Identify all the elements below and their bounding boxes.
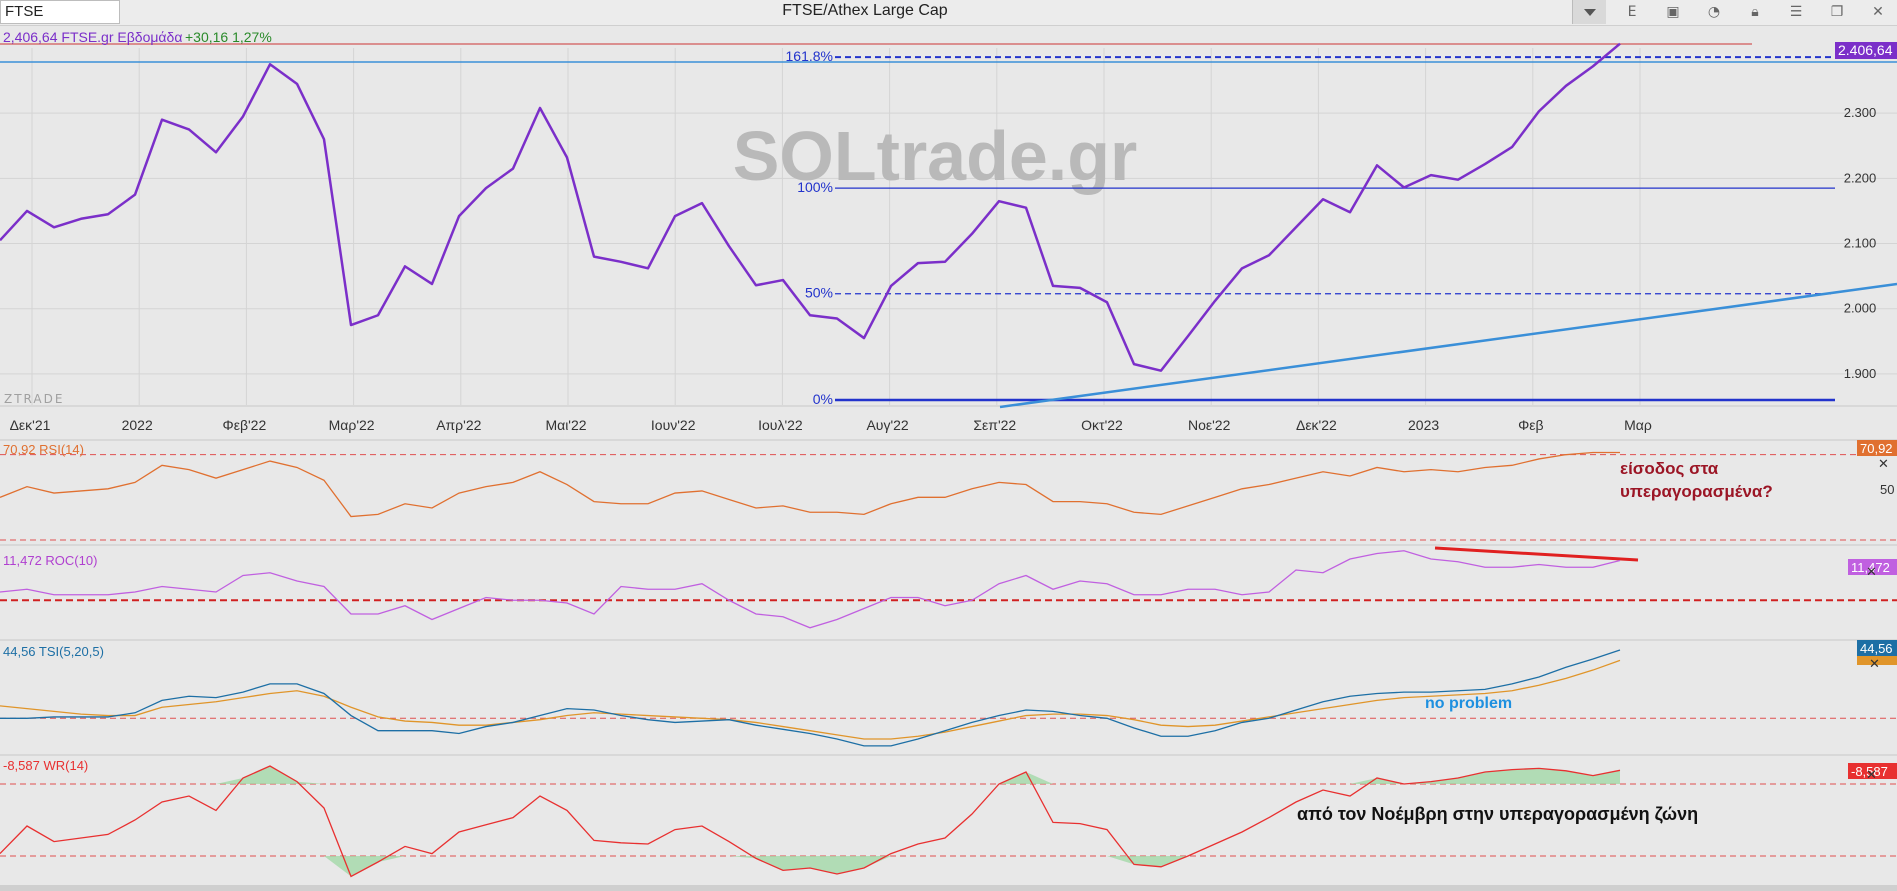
x-tick-label: Ιουν'22 [651,417,696,433]
rsi-label: 70,92 RSI(14) [3,442,84,457]
source-mark: ZTRADE [4,392,64,406]
last-price-badge [1835,42,1897,59]
roc-badge-text: 11,472 [1851,560,1890,575]
roc-close-icon[interactable]: ✕ [1866,564,1877,579]
price-series-line [0,42,1621,372]
x-tick-label: Φεβ'22 [223,417,267,433]
window-title: FTSE/Athex Large Cap [782,2,948,19]
y-tick-label: 2.300 [1844,105,1877,120]
axis-ticks: 2.300 2.200 2.100 2.000 1.900 Δεκ'21 2022 Φεβ'2… [10,105,1877,433]
tsi-close-icon[interactable]: ✕ [1869,656,1880,671]
wr-oversold-fill [0,856,1620,877]
wr-series-line [0,765,1621,878]
roc-series-line [0,550,1621,629]
rsi-badge-text: 70,92 [1860,441,1893,456]
trend-lines [999,282,1897,562]
wr-zone-fills [0,766,1620,877]
x-tick-label: Αυγ'22 [866,417,908,433]
y-tick-label: 1.900 [1844,366,1877,381]
wr-overbought-fill [0,766,1620,784]
tsi-badge-text: 44,56 [1860,641,1893,656]
tsi-series-line [0,649,1621,747]
lock-icon[interactable]: 🔒︎ [1751,4,1759,20]
wr-annotation: από τον Νοέμβρη στην υπεραγορασμένη ζώνη [1297,804,1698,825]
fibonacci-levels: 161.8% 100% 50% 0% [786,48,1835,407]
save-icon[interactable]: ▣ [1666,4,1680,20]
watermark: SOLtrade.gr [733,117,1138,195]
x-tick-label: Σεπ'22 [973,417,1016,433]
window-restore-icon[interactable]: ❐ [1830,4,1844,20]
x-tick-label: Δεκ'21 [10,417,51,433]
chevron-down-icon[interactable] [1572,0,1606,24]
x-tick-label: Οκτ'22 [1081,417,1123,433]
roc-badge [1848,559,1897,575]
rsi-annotation-line2: υπεραγορασμένα? [1620,482,1773,501]
fib-level-label: 100% [797,179,833,195]
price-label: 2,406,64 FTSE.gr Εβδομάδα [3,29,182,45]
reference-lines [0,43,1897,63]
wr-badge-text: -8,587 [1851,764,1888,779]
fib-level-label: 0% [813,391,833,407]
roc-divergence-line [1434,546,1639,562]
close-icon[interactable]: ✕ [1872,4,1884,20]
fib-level-label: 161.8% [786,48,833,64]
tsi-badge [1857,640,1897,656]
x-tick-label: 2023 [1408,417,1439,433]
x-tick-label: Ιουλ'22 [758,417,803,433]
rsi-annotation-line1: είσοδος στα [1620,459,1719,478]
y-tick-label: 2.000 [1844,301,1877,316]
x-tick-label: 2022 [122,417,153,433]
rising-trend-line [999,282,1897,409]
x-tick-label: Απρ'22 [436,417,481,433]
x-tick-label: Δεκ'22 [1296,417,1337,433]
symbol-input[interactable]: FTSE [0,0,120,24]
panel-frames [0,405,1897,756]
menu-icon[interactable]: ☰ [1789,4,1803,20]
y-tick-label: 2.100 [1844,236,1877,251]
roc-label: 11,472 ROC(10) [3,553,97,568]
tsi-annotation: no problem [1425,695,1512,712]
x-tick-label: Μαρ'22 [329,417,375,433]
price-change-label: +30,16 1,27% [185,29,272,45]
series-layer [0,42,1621,878]
tsi-signal-line [0,659,1621,740]
rsi-badge [1857,440,1897,456]
tsi-label: 44,56 TSI(5,20,5) [3,644,104,659]
wr-label: -8,587 WR(14) [3,758,88,773]
x-tick-label: Νοε'22 [1188,417,1231,433]
x-tick-label: Φεβ [1518,417,1543,433]
x-tick-label: Μαρ [1624,417,1652,433]
window-titlebar: FTSE FTSE/Athex Large Cap E ▣ ◔ 🔒︎ ☰ ❐ ✕ [0,0,1897,26]
x-tick-label: Μαι'22 [545,417,586,433]
wr-close-icon[interactable]: ✕ [1866,767,1877,782]
bottom-scrollbar[interactable] [0,885,1897,891]
wr-badge [1848,763,1897,779]
price-grid [0,48,1897,405]
fib-level-label: 50% [805,285,833,301]
y-tick-label: 2.200 [1844,170,1877,185]
chat-icon[interactable]: ◔ [1707,4,1721,20]
rsi-close-icon[interactable]: ✕ [1878,456,1889,471]
tsi-signal-badge [1857,656,1897,665]
rsi-axis-50: 50 [1880,482,1894,497]
last-price-badge-text: 2.406,64 [1838,42,1893,58]
indicator-grid [0,454,1897,857]
rsi-series-line [0,451,1620,518]
e-letter-icon[interactable]: E [1627,4,1637,20]
